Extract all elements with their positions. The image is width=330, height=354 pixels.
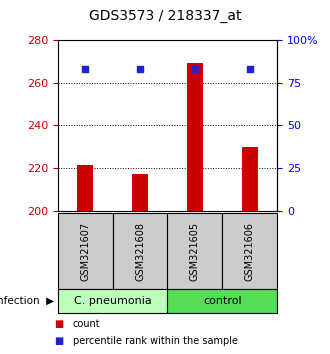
Text: GSM321606: GSM321606 — [245, 222, 255, 281]
Bar — [113, 213, 168, 289]
Point — [82, 66, 88, 72]
Text: infection  ▶: infection ▶ — [0, 296, 54, 306]
Bar — [168, 213, 222, 289]
Bar — [222, 213, 277, 289]
Text: C. pneumonia: C. pneumonia — [74, 296, 151, 306]
Bar — [242, 147, 258, 211]
Bar — [58, 289, 168, 313]
Point — [247, 66, 252, 72]
Text: GDS3573 / 218337_at: GDS3573 / 218337_at — [89, 9, 241, 23]
Text: GSM321605: GSM321605 — [190, 222, 200, 281]
Bar — [168, 289, 277, 313]
Bar — [132, 174, 148, 211]
Text: control: control — [203, 296, 242, 306]
Text: count: count — [73, 319, 100, 330]
Bar — [77, 165, 93, 211]
Point — [192, 66, 198, 72]
Text: percentile rank within the sample: percentile rank within the sample — [73, 336, 238, 346]
Text: ■: ■ — [54, 336, 64, 346]
Bar — [187, 63, 203, 211]
Text: ■: ■ — [54, 319, 64, 330]
Bar — [58, 213, 113, 289]
Point — [137, 66, 143, 72]
Text: GSM321607: GSM321607 — [80, 222, 90, 281]
Text: GSM321608: GSM321608 — [135, 222, 145, 281]
